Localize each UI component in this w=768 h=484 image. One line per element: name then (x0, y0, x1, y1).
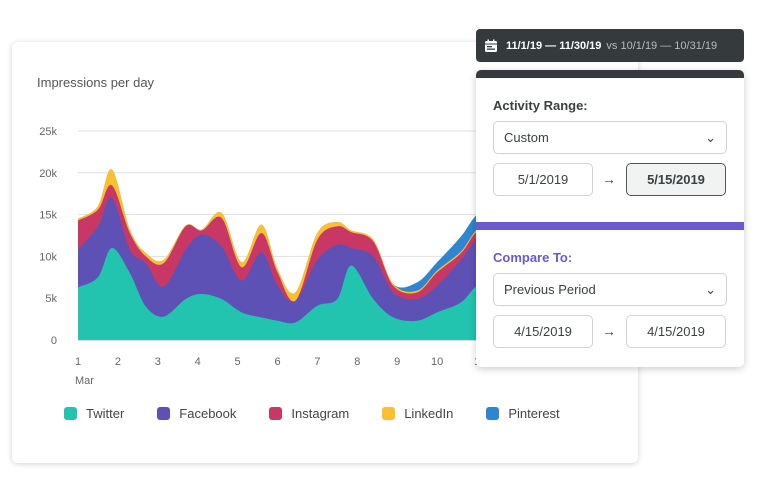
activity-start-date[interactable]: 5/1/2019 (493, 163, 593, 196)
arrow-right-icon: → (602, 171, 616, 187)
compare-end-date[interactable]: 4/15/2019 (626, 315, 726, 348)
compare-range: vs 10/1/19 — 10/31/19 (606, 39, 718, 52)
activity-range-label: Activity Range: (493, 98, 588, 113)
x-tick-label: 10 (431, 356, 443, 368)
x-tick-label: 6 (274, 356, 280, 368)
y-tick-label: 5k (45, 293, 57, 305)
current-range: 11/1/19 — 11/30/19 (506, 39, 602, 52)
y-tick-label: 25k (39, 126, 57, 138)
activity-end-date[interactable]: 5/15/2019 (626, 163, 726, 196)
compare-select-value: Previous Period (504, 282, 596, 297)
x-tick-label: 8 (354, 356, 360, 368)
compare-select[interactable]: Previous Period ⌄ (493, 273, 727, 306)
legend-label: LinkedIn (404, 406, 454, 421)
x-tick-label: 9 (394, 356, 400, 368)
legend-swatch (157, 407, 171, 420)
date-range-panel: Activity Range: Custom ⌄ 5/1/2019 → 5/15/… (476, 70, 744, 367)
x-tick-label: 2 (115, 356, 121, 368)
activity-range-select[interactable]: Custom ⌄ (493, 121, 727, 154)
x-tick-label: 7 (314, 356, 320, 368)
x-tick-label: 4 (195, 356, 201, 368)
legend-label: Facebook (179, 406, 237, 421)
chart-title: Impressions per day (37, 75, 155, 90)
divider (476, 222, 744, 230)
area-twitter (78, 248, 497, 340)
x-tick-label: 3 (155, 356, 161, 368)
stacked-area-chart: 05k10k15k20k25k123456789101Mar (39, 126, 622, 387)
legend-swatch (486, 407, 500, 420)
y-tick-label: 10k (39, 251, 57, 263)
x-tick-label: 5 (235, 356, 241, 368)
y-tick-label: 0 (51, 335, 57, 347)
legend-label: Twitter (86, 406, 125, 421)
x-sublabel: Mar (75, 375, 94, 387)
activity-select-value: Custom (504, 130, 549, 145)
legend-label: Pinterest (508, 406, 560, 421)
y-tick-label: 15k (39, 210, 57, 222)
legend-swatch (64, 407, 77, 420)
arrow-right-icon: → (602, 323, 616, 339)
compare-to-label: Compare To: (493, 250, 573, 265)
date-range-button[interactable]: 11/1/19 — 11/30/19 vs 10/1/19 — 10/31/19 (476, 29, 744, 62)
legend-item-twitter[interactable]: Twitter (64, 406, 124, 421)
legend-item-linkedin[interactable]: LinkedIn (382, 406, 453, 421)
chart-legend: Twitter Facebook Instagram LinkedIn Pinteres… (64, 406, 593, 421)
chevron-down-icon: ⌄ (705, 281, 716, 297)
legend-swatch (269, 407, 283, 420)
x-tick-label: 1 (75, 356, 81, 368)
legend-swatch (382, 407, 396, 420)
compare-start-date[interactable]: 4/15/2019 (493, 315, 593, 348)
legend-item-facebook[interactable]: Facebook (157, 406, 236, 421)
legend-label: Instagram (291, 406, 350, 421)
legend-item-pinterest[interactable]: Pinterest (486, 406, 560, 421)
legend-item-instagram[interactable]: Instagram (269, 406, 349, 421)
y-tick-label: 20k (39, 168, 57, 180)
chevron-down-icon: ⌄ (705, 129, 716, 145)
calendar-icon (485, 39, 497, 52)
